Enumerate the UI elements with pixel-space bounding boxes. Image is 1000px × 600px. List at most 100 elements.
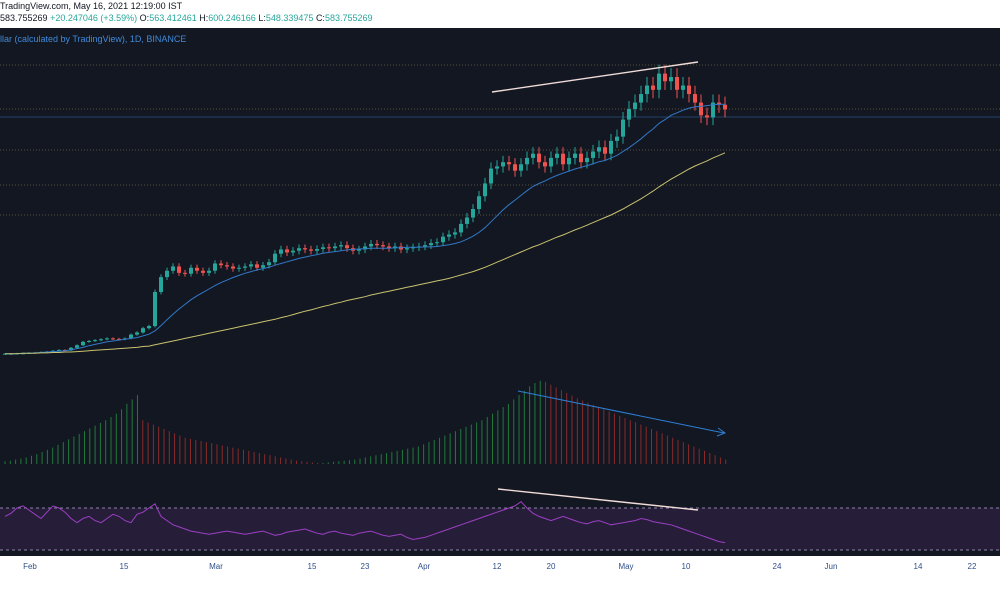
x-axis-svg: Feb 15 Mar 15 23 Apr 12 20 May 10 24 Jun 14 22: [23, 562, 977, 571]
rsi-band-fill: [0, 508, 1000, 550]
candle-body: [441, 236, 445, 243]
candle-body: [387, 246, 391, 249]
candle-body: [303, 248, 307, 250]
x-axis: Feb 15 Mar 15 23 Apr 12 20 May 10 24 Jun 14 22: [0, 556, 1000, 600]
candle-body: [591, 151, 595, 158]
moving-average-slow: [5, 152, 726, 355]
header-low: 548.339475: [265, 13, 314, 23]
candle-body: [93, 340, 97, 342]
candle-body: [555, 153, 559, 158]
x-tick-label: 22: [968, 562, 977, 571]
x-tick-label: 15: [308, 562, 317, 571]
candle-body: [657, 73, 661, 90]
candle-body: [273, 253, 277, 263]
candle-body: [669, 77, 673, 82]
candle-body: [165, 270, 169, 278]
x-tick-label: Mar: [209, 562, 223, 571]
candle-body: [339, 245, 343, 247]
header-open-label: O:: [139, 13, 150, 23]
candle-body: [645, 85, 649, 95]
candle-body: [369, 243, 373, 247]
candle-body: [561, 153, 565, 165]
x-tick-label: 15: [120, 562, 129, 571]
candle-body: [615, 136, 619, 141]
candle-body: [291, 250, 295, 253]
candle-body: [477, 196, 481, 209]
candle-body: [195, 267, 199, 271]
x-tick-label: Jun: [825, 562, 838, 571]
x-tick-label: 24: [773, 562, 782, 571]
candle-body: [639, 94, 643, 103]
candle-body: [585, 157, 589, 163]
candle-body: [447, 234, 451, 237]
candle-body: [261, 265, 265, 268]
candle-body: [345, 245, 349, 249]
candle-body: [189, 267, 193, 274]
candle-body: [549, 157, 553, 167]
candle-body: [321, 247, 325, 250]
candle-body: [507, 162, 511, 165]
header-close-label: C:: [315, 13, 325, 23]
candle-body: [57, 349, 61, 351]
candle-body: [525, 157, 529, 165]
candle-body: [21, 353, 25, 355]
candle-body: [375, 243, 379, 246]
candle-body: [327, 247, 331, 249]
x-tick-label: 10: [682, 562, 691, 571]
candle-body: [705, 115, 709, 118]
candle-body: [717, 102, 721, 105]
candle-body: [171, 266, 175, 271]
candle-body: [489, 168, 493, 184]
x-tick-label: May: [618, 562, 633, 571]
candle-body: [255, 264, 259, 268]
header-open: 563.412461: [149, 13, 197, 23]
candle-body: [135, 332, 139, 335]
chart-area[interactable]: llar (calculated by TradingView), 1D, BI…: [0, 28, 1000, 580]
candle-body: [3, 353, 7, 355]
candle-body: [333, 246, 337, 249]
chart-header: TradingView.com, May 16, 2021 12:19:00 I…: [0, 0, 1000, 28]
candle-body: [579, 153, 583, 163]
histogram-trend-arrow: [517, 390, 725, 434]
candle-body: [537, 153, 541, 163]
candle-body: [543, 162, 547, 167]
candle-body: [501, 162, 505, 167]
x-tick-label: Apr: [418, 562, 431, 571]
x-tick-label: 20: [547, 562, 556, 571]
candle-body: [213, 263, 217, 271]
candle-body: [309, 249, 313, 251]
candle-body: [237, 267, 241, 269]
candle-body: [249, 264, 253, 267]
candle-body: [99, 339, 103, 341]
candle-body: [627, 108, 631, 120]
candle-body: [225, 265, 229, 267]
header-close: 583.755269: [324, 13, 373, 23]
candle-body: [411, 247, 415, 249]
candle-body: [201, 270, 205, 273]
candle-body: [519, 164, 523, 171]
candle-body: [711, 102, 715, 118]
candle-body: [651, 85, 655, 90]
header-low-label: L:: [258, 13, 266, 23]
header-price: 583.755269: [0, 13, 48, 23]
candle-body: [69, 347, 73, 351]
header-source-line: TradingView.com, May 16, 2021 12:19:00 I…: [0, 1, 183, 11]
header-ohlc-line: 583.755269 +20.247046 (+3.59%) O:563.412…: [0, 13, 373, 23]
candle-body: [111, 338, 115, 340]
candle-body: [597, 147, 601, 152]
candle-body: [681, 85, 685, 90]
candle-body: [153, 292, 157, 327]
header-high: 600.246166: [208, 13, 256, 23]
candle-body: [567, 157, 571, 165]
candle-body: [177, 266, 181, 273]
candle-body: [483, 183, 487, 197]
candle-body: [573, 153, 577, 158]
candle-body: [471, 209, 475, 218]
rsi-line: [4, 501, 726, 544]
candle-body: [459, 223, 463, 233]
candle-body: [285, 249, 289, 253]
candle-body: [633, 102, 637, 109]
candle-body: [231, 266, 235, 269]
price-chart-svg[interactable]: [0, 28, 1000, 580]
candle-body: [723, 104, 727, 110]
